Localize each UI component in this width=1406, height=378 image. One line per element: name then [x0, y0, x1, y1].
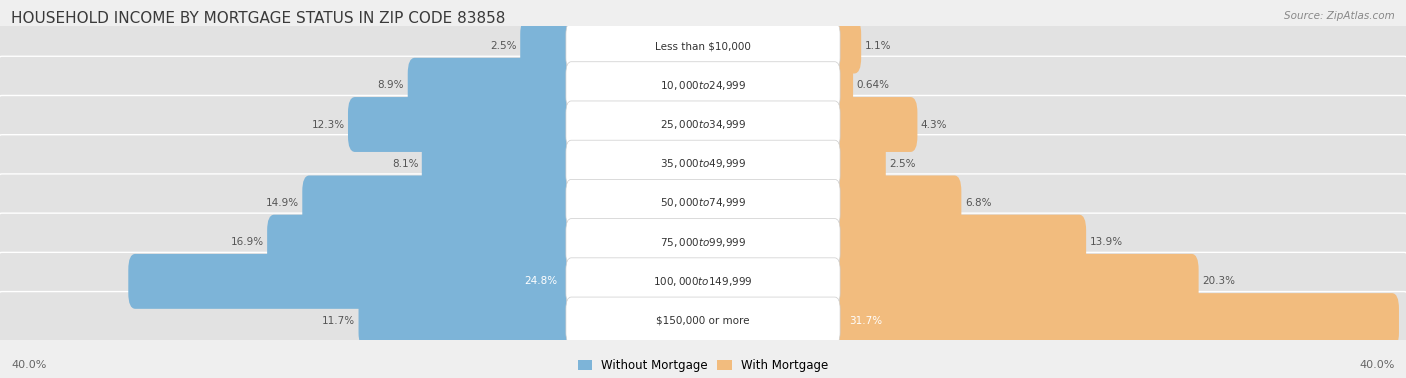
FancyBboxPatch shape [828, 97, 917, 152]
FancyBboxPatch shape [349, 97, 578, 152]
Text: 24.8%: 24.8% [524, 276, 557, 287]
Text: 4.3%: 4.3% [921, 119, 948, 130]
Text: $35,000 to $49,999: $35,000 to $49,999 [659, 157, 747, 170]
FancyBboxPatch shape [0, 174, 1406, 232]
FancyBboxPatch shape [0, 213, 1406, 271]
FancyBboxPatch shape [408, 58, 578, 113]
Text: 11.7%: 11.7% [322, 316, 354, 325]
Text: 16.9%: 16.9% [231, 237, 264, 247]
FancyBboxPatch shape [565, 62, 841, 109]
Text: 2.5%: 2.5% [889, 159, 915, 169]
FancyBboxPatch shape [828, 293, 1399, 348]
Text: 8.1%: 8.1% [392, 159, 419, 169]
FancyBboxPatch shape [302, 175, 578, 230]
Text: 8.9%: 8.9% [378, 80, 405, 90]
FancyBboxPatch shape [828, 136, 886, 191]
FancyBboxPatch shape [520, 19, 578, 74]
FancyBboxPatch shape [828, 58, 853, 113]
FancyBboxPatch shape [0, 135, 1406, 193]
FancyBboxPatch shape [0, 291, 1406, 350]
Text: Source: ZipAtlas.com: Source: ZipAtlas.com [1284, 11, 1395, 21]
FancyBboxPatch shape [359, 293, 578, 348]
Text: 12.3%: 12.3% [311, 119, 344, 130]
FancyBboxPatch shape [565, 140, 841, 187]
Text: 1.1%: 1.1% [865, 41, 891, 51]
FancyBboxPatch shape [828, 175, 962, 230]
Text: 20.3%: 20.3% [1202, 276, 1234, 287]
FancyBboxPatch shape [565, 23, 841, 70]
Text: 40.0%: 40.0% [11, 361, 46, 370]
Text: $75,000 to $99,999: $75,000 to $99,999 [659, 235, 747, 249]
FancyBboxPatch shape [565, 180, 841, 226]
FancyBboxPatch shape [0, 56, 1406, 114]
FancyBboxPatch shape [565, 258, 841, 305]
Text: 6.8%: 6.8% [965, 198, 991, 208]
FancyBboxPatch shape [565, 218, 841, 266]
FancyBboxPatch shape [267, 215, 578, 270]
Text: $10,000 to $24,999: $10,000 to $24,999 [659, 79, 747, 92]
Text: $150,000 or more: $150,000 or more [657, 316, 749, 325]
Text: 0.64%: 0.64% [856, 80, 890, 90]
FancyBboxPatch shape [828, 254, 1198, 309]
FancyBboxPatch shape [828, 19, 860, 74]
Text: 2.5%: 2.5% [491, 41, 517, 51]
Legend: Without Mortgage, With Mortgage: Without Mortgage, With Mortgage [578, 359, 828, 372]
Text: $25,000 to $34,999: $25,000 to $34,999 [659, 118, 747, 131]
Text: $100,000 to $149,999: $100,000 to $149,999 [654, 275, 752, 288]
Text: HOUSEHOLD INCOME BY MORTGAGE STATUS IN ZIP CODE 83858: HOUSEHOLD INCOME BY MORTGAGE STATUS IN Z… [11, 11, 506, 26]
Text: 31.7%: 31.7% [849, 316, 882, 325]
Text: $50,000 to $74,999: $50,000 to $74,999 [659, 197, 747, 209]
Text: 13.9%: 13.9% [1090, 237, 1123, 247]
Text: 14.9%: 14.9% [266, 198, 299, 208]
FancyBboxPatch shape [0, 96, 1406, 153]
FancyBboxPatch shape [422, 136, 578, 191]
FancyBboxPatch shape [828, 215, 1087, 270]
Text: Less than $10,000: Less than $10,000 [655, 41, 751, 51]
FancyBboxPatch shape [0, 17, 1406, 75]
FancyBboxPatch shape [128, 254, 578, 309]
FancyBboxPatch shape [565, 297, 841, 344]
Text: 40.0%: 40.0% [1360, 361, 1395, 370]
FancyBboxPatch shape [565, 101, 841, 148]
FancyBboxPatch shape [0, 253, 1406, 310]
